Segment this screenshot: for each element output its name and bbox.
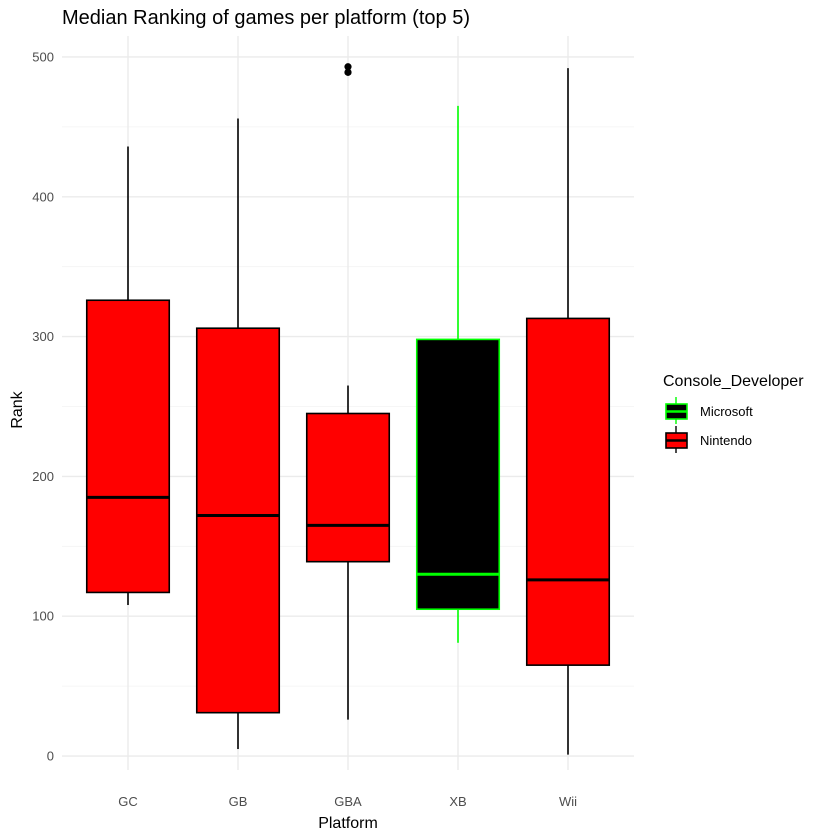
- box-iqr: [415, 338, 501, 611]
- x-tick-label: XB: [449, 794, 466, 809]
- y-tick-label: 0: [47, 749, 54, 764]
- legend-label: Nintendo: [700, 433, 752, 448]
- y-axis-title: Rank: [9, 390, 26, 428]
- box-gba: [305, 63, 391, 720]
- chart-title: Median Ranking of games per platform (to…: [62, 7, 470, 29]
- box-iqr: [85, 299, 171, 594]
- box-wii: [525, 68, 611, 755]
- box-xb: [415, 105, 501, 643]
- legend: Console_Developer Microsoft Nintendo: [663, 373, 804, 453]
- x-tick-label: GBA: [334, 794, 362, 809]
- legend-key-microsoft: [665, 397, 688, 424]
- x-tick-label: Wii: [559, 794, 577, 809]
- box-gb: [195, 118, 281, 750]
- y-tick-label: 200: [32, 469, 54, 484]
- boxes: [85, 63, 611, 755]
- box-iqr: [305, 412, 391, 563]
- x-axis-title: Platform: [318, 815, 378, 832]
- x-axis-ticks: GC GB GBA XB Wii: [118, 794, 577, 809]
- box-gc: [85, 146, 171, 606]
- x-tick-label: GC: [118, 794, 138, 809]
- y-tick-label: 100: [32, 609, 54, 624]
- box-iqr: [195, 327, 281, 714]
- legend-key-nintendo: [665, 426, 688, 453]
- outlier-point: [344, 63, 352, 71]
- x-tick-label: GB: [229, 794, 248, 809]
- legend-label: Microsoft: [700, 404, 753, 419]
- box-iqr: [525, 317, 611, 666]
- legend-title: Console_Developer: [663, 373, 804, 390]
- y-tick-label: 300: [32, 329, 54, 344]
- y-tick-label: 400: [32, 189, 54, 204]
- y-tick-label: 500: [32, 49, 54, 64]
- y-axis-ticks: 0 100 200 300 400 500: [32, 49, 54, 763]
- outlier-point: [344, 68, 352, 76]
